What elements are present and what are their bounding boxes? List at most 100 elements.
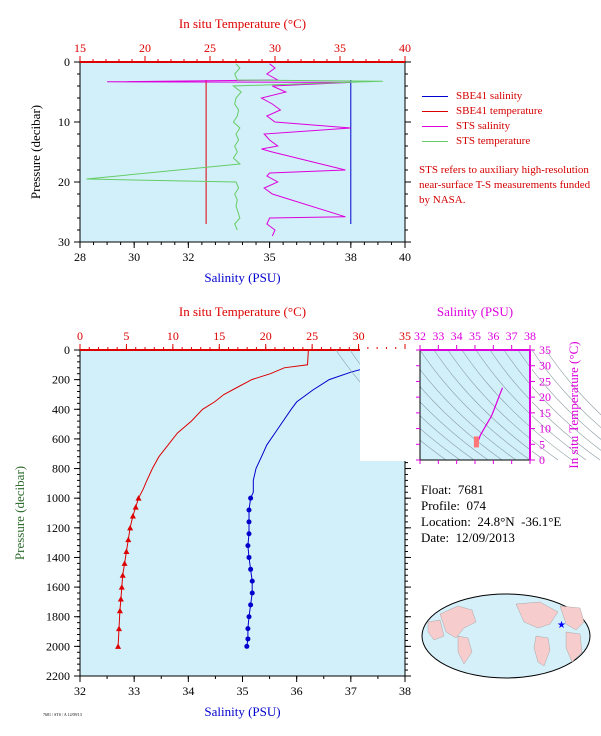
chart-3-right-tick-label: 30 bbox=[539, 359, 551, 373]
chart-2-temperature-point bbox=[118, 584, 125, 590]
chart-2-temperature-point bbox=[121, 560, 128, 566]
legend-label: SBE41 temperature bbox=[456, 105, 543, 117]
chart-2-temperature-point bbox=[123, 548, 130, 555]
chart-3-right-tick-label: 20 bbox=[539, 390, 551, 404]
land-asia-east bbox=[427, 619, 445, 641]
chart-2-temperature-point bbox=[127, 524, 134, 531]
chart-1-top-tick-label: 15 bbox=[74, 41, 86, 55]
profile-number: Profile: 074 bbox=[421, 498, 486, 513]
chart-2-temperature-point bbox=[119, 572, 126, 578]
chart-1-top-tick-label: 25 bbox=[204, 41, 216, 55]
chart-1-top-axis-title: In situ Temperature (°C) bbox=[179, 16, 306, 31]
chart-2-salinity-point bbox=[249, 590, 255, 596]
chart-2-plot-area bbox=[80, 350, 405, 676]
chart-3-right-tick-label: 15 bbox=[539, 406, 551, 420]
legend-entry-sts-temperature: STS temperature bbox=[422, 134, 542, 149]
map-land bbox=[427, 601, 585, 667]
legend-entry-sbe41-salinity: SBE41 salinity bbox=[422, 89, 542, 104]
chart-2-salinity-point bbox=[245, 543, 251, 549]
chart-2-left-tick-label: 1200 bbox=[46, 521, 70, 535]
chart-2-series-line-1 bbox=[117, 349, 309, 647]
chart-3-right-tick-label: 0 bbox=[539, 453, 545, 467]
chart-1-bottom-tick-label: 28 bbox=[74, 250, 86, 264]
chart-2-left-tick-label: 400 bbox=[52, 402, 70, 416]
chart-3-density-contour bbox=[531, 349, 601, 429]
legend-label: STS temperature bbox=[456, 135, 531, 147]
chart-3-density-contour bbox=[545, 349, 601, 416]
legend-entry-sbe41-temperature: SBE41 temperature bbox=[422, 104, 542, 119]
chart-2-top-tick-label: 15 bbox=[213, 329, 225, 343]
land-australia-area bbox=[457, 635, 473, 665]
chart-2-left-tick-label: 2200 bbox=[46, 669, 70, 683]
chart-2-temperature-point bbox=[125, 536, 132, 543]
chart-2-left-tick-label: 0 bbox=[64, 343, 70, 357]
float-info: Float: 7681 Profile: 074 Location: 24.8°N … bbox=[421, 482, 561, 546]
float-id: Float: 7681 bbox=[421, 482, 484, 497]
chart-3-top-tick-label: 33 bbox=[432, 329, 444, 343]
chart-2-salinity-point bbox=[246, 614, 252, 620]
chart-2-bottom-tick-label: 38 bbox=[399, 684, 411, 698]
chart-2-bottom-tick-label: 36 bbox=[291, 684, 303, 698]
chart-2-left-tick-label: 1400 bbox=[46, 550, 70, 564]
chart-2-temperature-point bbox=[116, 607, 123, 614]
chart-3-ts-deep-cluster bbox=[473, 436, 479, 448]
chart-2-salinity-point bbox=[248, 566, 254, 572]
chart-1-top-tick-label: 40 bbox=[399, 41, 411, 55]
chart-3-right-axis-title: In situ Temperature (°C) bbox=[566, 341, 581, 468]
chart-2-left-tick-label: 2000 bbox=[46, 639, 70, 653]
chart-3-top-tick-label: 35 bbox=[469, 329, 481, 343]
chart-3-ts-line bbox=[476, 387, 504, 445]
chart-2-salinity-point bbox=[246, 531, 252, 537]
chart-2-top-tick-label: 0 bbox=[77, 329, 83, 343]
land-south-america bbox=[533, 635, 551, 667]
legend-swatch bbox=[422, 141, 448, 142]
chart-2-bottom-axis-title: Salinity (PSU) bbox=[204, 704, 280, 719]
chart-2-salinity-point bbox=[249, 578, 255, 584]
chart-2-salinity-point bbox=[246, 519, 252, 525]
chart-1-bottom-tick-label: 30 bbox=[128, 250, 140, 264]
chart-2-top-tick-label: 20 bbox=[260, 329, 272, 343]
chart-1-top-tick-label: 35 bbox=[334, 41, 346, 55]
chart-2-series-line-2 bbox=[246, 349, 382, 647]
legend-swatch bbox=[422, 126, 448, 127]
chart-2-bottom-tick-label: 32 bbox=[74, 684, 86, 698]
chart-2-bottom-tick-label: 33 bbox=[128, 684, 140, 698]
chart-3-mask-left bbox=[360, 349, 420, 461]
chart-3-density-contour bbox=[461, 349, 573, 461]
chart-1-series-line-3 bbox=[107, 63, 351, 237]
chart-2-top-tick-label: 30 bbox=[353, 329, 365, 343]
chart-2-top-axis-title: In situ Temperature (°C) bbox=[179, 304, 306, 319]
sts-note: STS refers to auxiliary high-resolution … bbox=[419, 164, 591, 206]
chart-2-left-tick-label: 1800 bbox=[46, 610, 70, 624]
chart-2-bottom-tick-label: 37 bbox=[345, 684, 357, 698]
chart-2-left-tick-label: 800 bbox=[52, 462, 70, 476]
chart-1-top-tick-label: 30 bbox=[269, 41, 281, 55]
chart-3-top-tick-label: 37 bbox=[506, 329, 518, 343]
land-north-america bbox=[515, 601, 559, 629]
chart-2-temperature-point bbox=[129, 512, 136, 519]
chart-3-density-contour bbox=[419, 349, 531, 461]
chart-3-top-tick-label: 32 bbox=[414, 329, 426, 343]
chart-3-right-tick-label: 10 bbox=[539, 422, 551, 436]
top-chart-legend: SBE41 salinity SBE41 temperature STS sal… bbox=[422, 89, 542, 149]
float-location-star-icon: ★ bbox=[557, 620, 566, 631]
location: Location: 24.8°N -36.1°E bbox=[421, 514, 562, 529]
chart-2-temperature-point bbox=[116, 625, 122, 632]
chart-2-temperature-point bbox=[117, 595, 124, 602]
chart-2-left-tick-label: 600 bbox=[52, 432, 70, 446]
chart-2-salinity-point bbox=[245, 636, 251, 642]
chart-2-temperature-point bbox=[132, 504, 139, 510]
chart-3-right-tick-label: 25 bbox=[539, 374, 551, 388]
chart-3-right-tick-label: 35 bbox=[539, 343, 551, 357]
world-map: ★ bbox=[421, 593, 591, 679]
chart-1-left-tick-label: 20 bbox=[58, 175, 70, 189]
chart-1-bottom-axis-title: Salinity (PSU) bbox=[204, 270, 280, 285]
chart-2-top-tick-label: 25 bbox=[306, 329, 318, 343]
chart-3-top-tick-label: 34 bbox=[451, 329, 463, 343]
chart-2-left-tick-label: 1000 bbox=[46, 491, 70, 505]
chart-1-left-tick-label: 10 bbox=[58, 115, 70, 129]
land-asia-west bbox=[439, 605, 477, 639]
chart-2-salinity-point bbox=[246, 554, 252, 560]
chart-3-density-contour bbox=[475, 349, 587, 461]
chart-1-top-tick-label: 20 bbox=[139, 41, 151, 55]
